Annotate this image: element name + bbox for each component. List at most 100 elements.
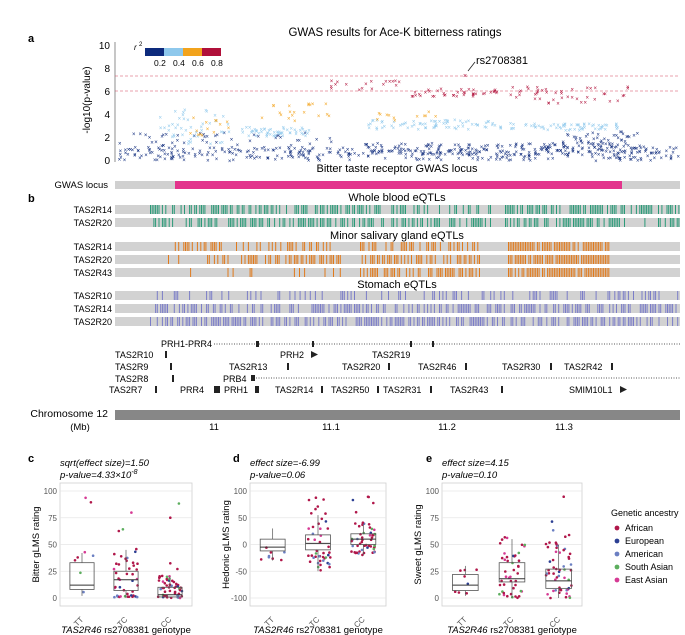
gwas-point: × [485,148,489,154]
gwas-point: × [518,90,522,96]
eqtl-tick [294,317,296,326]
gwas-point: × [453,148,457,154]
eqtl-tick [582,255,584,264]
gwas-point: × [329,85,333,91]
gene-TAS2R46: TAS2R46 [418,362,456,372]
gwas-point: × [421,152,425,158]
eqtl-tick [247,255,249,264]
eqtl-tick [213,242,215,251]
eqtl-tick [323,205,325,214]
gwas-point: × [612,152,616,158]
stat-line-2: p-value=0.10 [441,470,498,481]
eqtl-tick [580,304,582,313]
eqtl-tick [165,317,167,326]
gwas-point: × [460,148,464,154]
eqtl-tick [567,242,569,251]
gwas-point: × [655,150,659,156]
stat-line-1: effect size=4.15 [442,458,510,469]
gwas-point: × [628,158,632,164]
gwas-point: × [559,126,563,132]
gwas-point: × [546,145,550,151]
gene-TAS2R9: TAS2R9 [115,362,148,372]
eqtl-tick [409,268,411,277]
eqtl-tick [199,205,201,214]
data-point [308,560,312,563]
legend-swatch [614,538,620,544]
eqtl-tick [400,242,402,251]
gwas-point: × [501,149,505,155]
eqtl-tick [383,268,385,277]
gwas-point: × [183,151,187,157]
gwas-point: × [344,82,348,88]
gwas-point: × [487,158,491,164]
eqtl-tick [554,291,556,300]
eqtl-tick [622,205,624,214]
data-point [548,560,552,563]
gwas-point: × [426,152,430,158]
gwas-point: × [227,130,231,136]
eqtl-tick [330,205,332,214]
gwas-point: × [329,151,333,157]
gwas-point: × [457,157,461,163]
data-point [368,526,372,529]
eqtl-tick [490,205,491,214]
eqtl-tick [559,242,560,251]
eqtl-tick [550,242,552,251]
gwas-point: × [290,126,294,132]
data-point [514,583,517,587]
data-point [165,584,168,587]
eqtl-tick [515,317,517,326]
eqtl-tick [583,317,585,326]
gene-TAS2R8: TAS2R8 [115,374,148,384]
gwas-point: × [624,142,628,148]
eqtl-tick [472,242,474,251]
gwas-y-tick-0: 0 [104,156,110,167]
eqtl-tick [582,242,584,251]
data-point [546,593,549,596]
gwas-point: × [457,125,461,131]
data-point [171,579,174,583]
gene-mark-TAS2R13 [287,363,289,370]
eqtl-tick [454,218,456,227]
gwas-point: × [348,158,352,164]
gwas-point: × [301,133,305,139]
eqtl-tick [224,255,226,264]
eqtl-tick [506,218,508,227]
gwas-point: × [163,157,167,163]
y-tick-label: 100 [426,487,440,496]
eqtl-tick [508,242,509,251]
gwas-point: × [482,147,486,153]
gwas-point: × [427,144,431,150]
gwas-point: × [434,119,438,125]
eqtl-tick [539,291,541,300]
gwas-point: × [196,133,200,139]
eqtl-tick [228,317,230,326]
gwas-point: × [612,149,616,155]
gwas-point: × [533,97,537,103]
gwas-point: × [639,146,643,152]
eqtl-tick [377,205,379,214]
gwas-point: × [582,122,586,128]
eqtl-tick [311,218,313,227]
eqtl-tick [435,218,437,227]
eqtl-tick [622,317,624,326]
eqtl-tick [270,205,272,214]
eqtl-tick [371,317,372,326]
gwas-point: × [373,148,377,154]
eqtl-tick [398,291,400,300]
gwas-point: × [620,130,624,136]
eqtl-tick [591,205,593,214]
data-point [316,505,320,508]
data-point [113,595,116,599]
eqtl-tick [579,268,581,277]
eqtl-tick [253,317,255,326]
eqtl-tick [396,205,398,214]
gwas-point: × [603,92,607,98]
eqtl-tick [221,205,223,214]
eqtl-tick [596,242,598,251]
eqtl-tick [481,291,483,300]
eqtl-tick [453,242,455,251]
eqtl-tick [187,304,189,313]
eqtl-tick [155,205,157,214]
